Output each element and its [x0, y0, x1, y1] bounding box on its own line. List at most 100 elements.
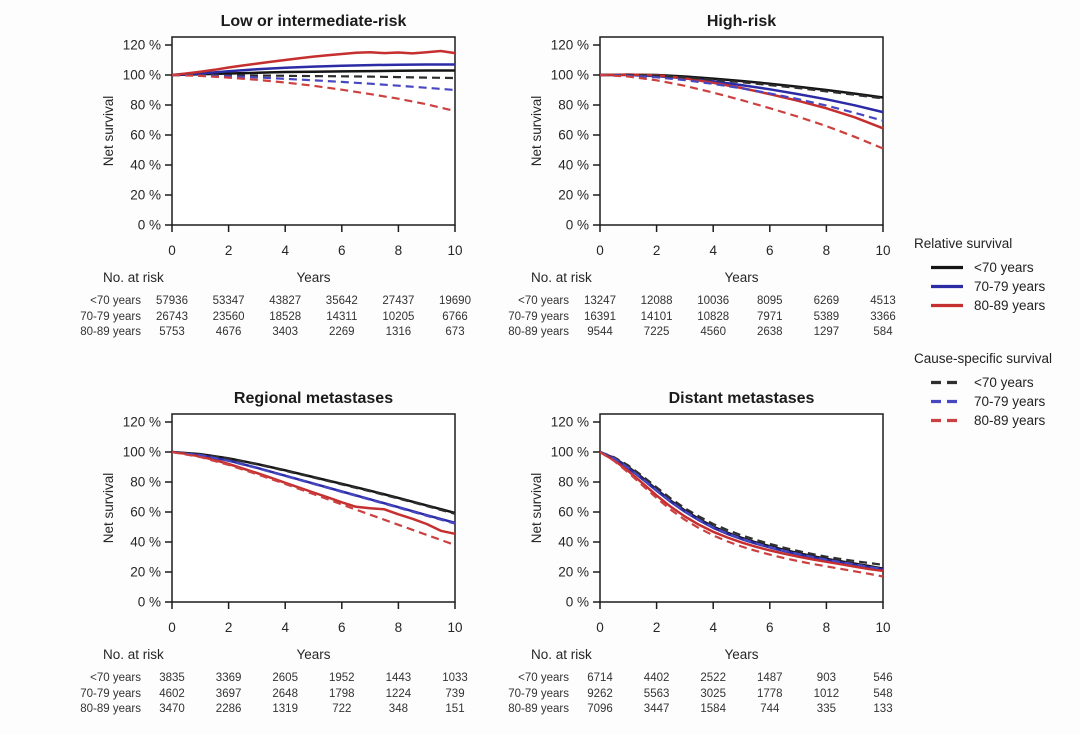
series-line — [171, 450, 456, 525]
y-tick-label: 100 % — [123, 445, 161, 460]
x-tick-label: 6 — [766, 620, 774, 635]
y-tick-label: 60 % — [558, 505, 589, 520]
series-line — [599, 451, 884, 578]
panel-low-intermediate-risk: Low or intermediate-risk 0 % 20 % 40 % 60 % 8… — [65, 3, 485, 348]
x-axis-label: Years — [296, 270, 330, 285]
legend-item-relative-lt70: <70 years — [908, 258, 1080, 277]
risk-count: 548 — [873, 688, 892, 700]
risk-count: 4676 — [216, 326, 242, 338]
risk-count: 3447 — [644, 703, 670, 715]
risk-count: 18528 — [269, 311, 301, 323]
y-tick-label: 40 % — [558, 535, 589, 550]
risk-count: 1584 — [700, 703, 726, 715]
risk-count: 2286 — [216, 703, 242, 715]
risk-count: 3025 — [700, 688, 726, 700]
risk-count: 1316 — [386, 326, 412, 338]
risk-count: 9544 — [587, 326, 613, 338]
legend-item-relative-80-89: 80-89 years — [908, 296, 1080, 315]
legend-item-label: 80-89 years — [974, 298, 1046, 313]
panel-regional-metastases: Regional metastases 0 % 20 % 40 % 60 % 80 % 10… — [65, 380, 485, 725]
risk-count: 546 — [873, 672, 892, 684]
risk-count: 13247 — [584, 295, 616, 307]
dashed-blue-line-icon — [931, 399, 963, 404]
x-tick-label: 6 — [338, 620, 346, 635]
legend-spacer — [908, 315, 1080, 351]
y-tick-label: 40 % — [130, 535, 161, 550]
y-tick-label: 80 % — [130, 98, 161, 113]
x-tick-label: 0 — [596, 620, 604, 635]
y-tick-label: 0 % — [138, 595, 161, 610]
risk-row-label: <70 years — [90, 672, 141, 684]
series-line — [599, 450, 884, 573]
legend: Relative survival <70 years 70-79 years … — [908, 236, 1080, 430]
panel-title: High-risk — [707, 13, 776, 30]
risk-count: 1224 — [386, 688, 412, 700]
risk-count: 7096 — [587, 703, 613, 715]
legend-item-label: <70 years — [974, 375, 1034, 390]
series-line — [599, 73, 884, 122]
x-tick-label: 8 — [823, 620, 831, 635]
plot-frame — [599, 36, 884, 226]
panel-distant-metastases: Distant metastases 0 % 20 % 40 % 60 % 80 % 100… — [493, 380, 913, 725]
risk-count: 673 — [445, 326, 464, 338]
no-at-risk-label: No. at risk — [531, 270, 592, 285]
y-tick-label: 20 % — [558, 565, 589, 580]
y-tick-label: 20 % — [130, 188, 161, 203]
series-line — [171, 450, 456, 515]
risk-count: 7225 — [644, 326, 670, 338]
risk-row-label: 80-89 years — [80, 703, 141, 715]
risk-count: 1487 — [757, 672, 783, 684]
panel-title: Low or intermediate-risk — [221, 13, 407, 30]
risk-count: 3403 — [272, 326, 298, 338]
no-at-risk-label: No. at risk — [103, 647, 164, 662]
risk-count: 19690 — [439, 295, 471, 307]
y-tick-label: 20 % — [130, 565, 161, 580]
legend-item-label: 70-79 years — [974, 279, 1046, 294]
risk-row-label: <70 years — [518, 295, 569, 307]
risk-row-label: <70 years — [518, 672, 569, 684]
x-tick-label: 0 — [596, 243, 604, 258]
risk-row-label: <70 years — [90, 295, 141, 307]
series-line — [599, 450, 884, 571]
dashed-black-line-icon — [931, 380, 963, 385]
x-tick-label: 0 — [168, 620, 176, 635]
x-axis-label: Years — [724, 270, 758, 285]
regional-metastases-chart: Regional metastases 0 % 20 % 40 % 60 % 80 % 10… — [80, 390, 468, 715]
y-tick-label: 0 % — [566, 218, 589, 233]
panel-title: Regional metastases — [234, 390, 393, 407]
risk-count: 335 — [817, 703, 836, 715]
risk-count: 10036 — [697, 295, 729, 307]
risk-count: 2638 — [757, 326, 783, 338]
y-tick-label: 0 % — [566, 595, 589, 610]
low-intermediate-risk-chart: Low or intermediate-risk 0 % 20 % 40 % 60 % 8… — [80, 13, 471, 338]
x-tick-label: 2 — [653, 620, 661, 635]
y-tick-label: 100 % — [551, 68, 589, 83]
risk-row-label: 80-89 years — [80, 326, 141, 338]
legend-relative-title: Relative survival — [914, 236, 1013, 251]
risk-count: 3470 — [159, 703, 185, 715]
series-line — [171, 49, 456, 77]
risk-count: 1319 — [272, 703, 298, 715]
y-tick-label: 80 % — [558, 475, 589, 490]
y-axis-label: Net survival — [529, 96, 544, 167]
solid-blue-line-icon — [931, 284, 963, 289]
x-tick-label: 10 — [447, 243, 462, 258]
risk-count: 4402 — [644, 672, 670, 684]
risk-count: 16391 — [584, 311, 616, 323]
risk-count: 7971 — [757, 311, 783, 323]
risk-count: 10828 — [697, 311, 729, 323]
y-tick-label: 60 % — [558, 128, 589, 143]
risk-count: 8095 — [757, 295, 783, 307]
risk-count: 53347 — [213, 295, 245, 307]
x-tick-label: 4 — [281, 620, 289, 635]
risk-row-label: 70-79 years — [80, 688, 141, 700]
risk-count: 722 — [332, 703, 351, 715]
risk-row-label: 70-79 years — [508, 311, 569, 323]
x-tick-label: 4 — [709, 243, 717, 258]
legend-item-relative-70-79: 70-79 years — [908, 277, 1080, 296]
x-tick-label: 10 — [875, 243, 890, 258]
legend-cause-specific-title: Cause-specific survival — [914, 351, 1053, 366]
x-tick-label: 10 — [875, 620, 890, 635]
y-tick-label: 0 % — [138, 218, 161, 233]
risk-count: 10205 — [382, 311, 414, 323]
